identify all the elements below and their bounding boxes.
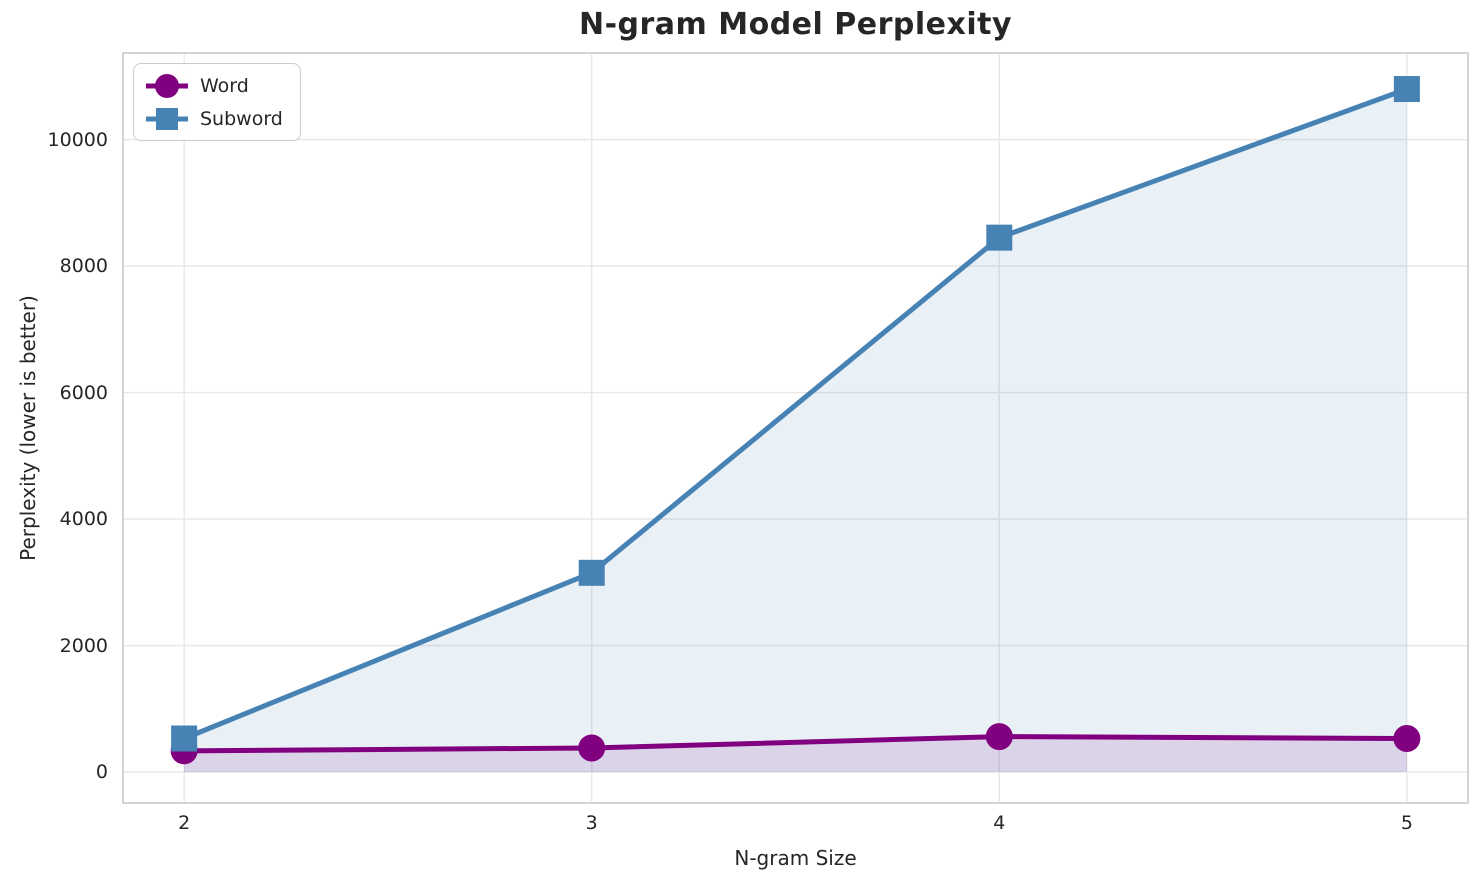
- y-tick-label: 6000: [59, 381, 108, 404]
- x-tick-label: 3: [585, 812, 598, 834]
- chart-title: N-gram Model Perplexity: [578, 7, 1013, 42]
- legend-item-word: Word: [144, 71, 283, 100]
- y-tick-label: 8000: [59, 255, 108, 278]
- y-tick-label: 2000: [59, 634, 108, 657]
- x-tick-label: 4: [993, 812, 1006, 834]
- data-point-subword: [171, 725, 198, 752]
- y-tick-label: 0: [95, 761, 108, 783]
- y-tick-label: 4000: [59, 508, 108, 531]
- x-tick-label: 2: [178, 812, 191, 834]
- data-point-word: [1393, 724, 1421, 752]
- legend-label-subword: Subword: [200, 107, 283, 130]
- subword-series-marker-icon: [144, 106, 190, 132]
- data-point-subword: [986, 224, 1013, 251]
- legend-item-subword: Subword: [144, 104, 283, 133]
- area-fill-subword: [184, 89, 1407, 773]
- x-axis-label: N-gram Size: [734, 846, 857, 870]
- series-line-word: [184, 734, 1407, 754]
- data-point-subword: [578, 559, 605, 586]
- data-point-word: [985, 723, 1013, 751]
- y-tick-label: 10000: [47, 128, 108, 151]
- data-point-word: [578, 734, 606, 762]
- word-series-marker-icon: [144, 73, 190, 99]
- plot-border: [122, 52, 1469, 804]
- x-tick-label: 5: [1400, 812, 1413, 834]
- legend-label-word: Word: [200, 74, 249, 97]
- data-point-subword: [1393, 76, 1420, 103]
- legend: Word Subword: [133, 63, 301, 141]
- series-line-subword: [183, 86, 1408, 741]
- area-fill-word: [184, 736, 1407, 773]
